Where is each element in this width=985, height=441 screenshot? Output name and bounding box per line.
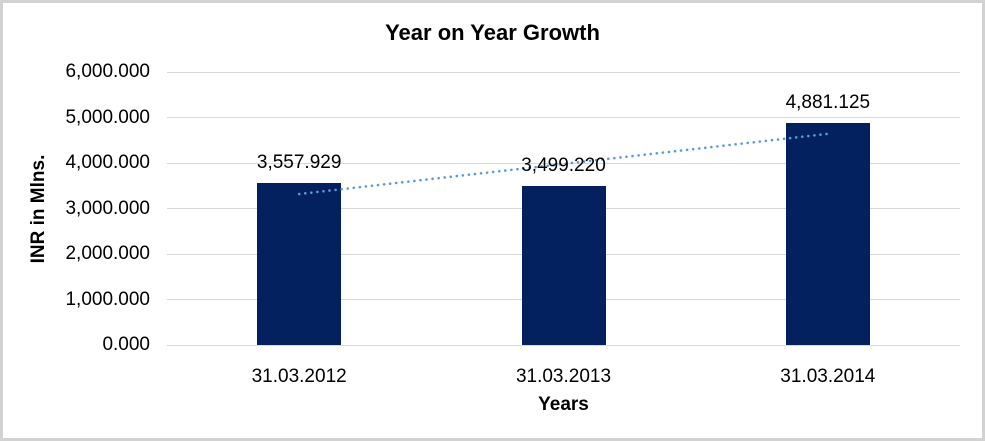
y-tick-label: 5,000.000 — [65, 106, 150, 128]
x-tick-label: 31.03.2012 — [251, 366, 347, 387]
bar-data-label: 3,499.220 — [521, 154, 606, 176]
y-tick-label: 1,000.000 — [65, 288, 150, 310]
chart-title: Year on Year Growth — [385, 20, 600, 45]
y-tick-label: 4,000.000 — [65, 152, 150, 173]
gridline — [167, 71, 960, 73]
gridline — [167, 344, 960, 346]
bar-data-label: 4,881.125 — [785, 91, 871, 113]
bar — [785, 122, 870, 345]
x-axis-title: Years — [538, 394, 589, 415]
gridline — [167, 162, 960, 164]
x-tick-label: 31.03.2013 — [515, 366, 612, 387]
plot-area — [167, 71, 960, 346]
bar — [521, 185, 606, 345]
y-tick-label: 6,000.000 — [65, 61, 150, 82]
bar-data-label: 3,557.929 — [256, 152, 342, 174]
y-tick-label: 2,000.000 — [65, 243, 150, 264]
y-tick-label: 3,000.000 — [65, 197, 150, 219]
y-tick-label: 0.000 — [102, 334, 150, 355]
bar — [257, 183, 342, 345]
gridline — [167, 117, 960, 118]
x-tick-label: 31.03.2014 — [780, 366, 876, 387]
